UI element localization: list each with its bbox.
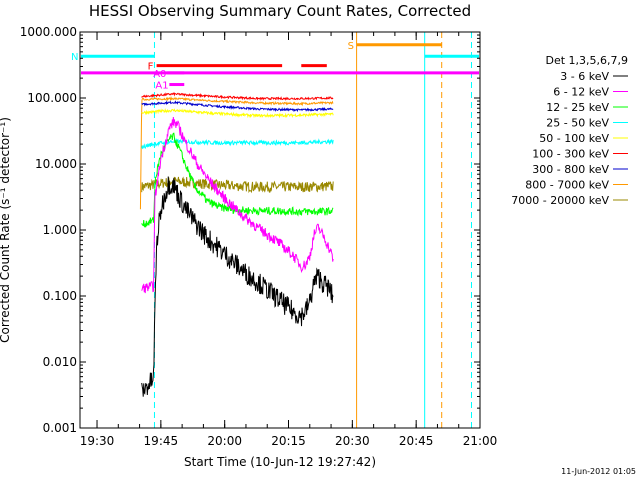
legend-entry-label: 25 - 50 keV [546, 117, 609, 130]
plot-frame [79, 31, 481, 429]
series-line-4 [141, 108, 334, 119]
x-axis-label: Start Time (10-Jun-12 19:27:42) [184, 455, 376, 469]
y-tick-label: 1000.000 [20, 25, 77, 39]
y-axis: 0.001 0.010 0.100 1.000 10.000 100.000 1000.00… [20, 25, 480, 435]
x-tick-label: 20:30 [335, 434, 370, 448]
chart-title: HESSI Observing Summary Count Rates, Cor… [89, 2, 471, 20]
y-tick-label: 0.010 [43, 355, 77, 369]
series-line-6 [141, 100, 334, 113]
series-line-2 [141, 132, 334, 228]
flag-label: F [148, 62, 154, 73]
series-line-0 [141, 176, 334, 397]
legend: Det 1,3,5,6,7,9 3 - 6 keV 6 - 12 keV 12 - … [511, 54, 628, 207]
y-tick-label: 0.100 [43, 289, 77, 303]
x-tick-label: 21:00 [463, 434, 498, 448]
y-tick-label: 100.000 [27, 91, 77, 105]
x-axis: 19:30 19:45 20:00 20:15 20:30 20:45 21:00 [80, 32, 498, 448]
y-tick-label: 0.001 [43, 421, 77, 435]
legend-entry-label: 12 - 25 keV [546, 101, 609, 114]
legend-entry-label: 7000 - 20000 keV [511, 194, 609, 207]
x-tick-label: 20:15 [271, 434, 306, 448]
legend-entry-label: 300 - 800 keV [532, 163, 609, 176]
legend-entry-label: 50 - 100 keV [539, 132, 609, 145]
y-axis-label: Corrected Count Rate (s⁻¹ detector⁻¹) [0, 117, 12, 343]
legend-entry-label: 3 - 6 keV [560, 70, 609, 83]
x-tick-label: 20:00 [207, 434, 242, 448]
x-tick-label: 19:30 [80, 434, 115, 448]
legend-entry-label: 100 - 300 keV [532, 148, 609, 161]
flag-label: N [71, 52, 78, 63]
date-stamp: 11-Jun-2012 01:05 [561, 467, 636, 476]
flag-label: A1 [155, 81, 168, 92]
legend-entry-label: 6 - 12 keV [553, 86, 609, 99]
x-tick-label: 20:45 [399, 434, 434, 448]
series-line-5 [141, 91, 334, 101]
flag-label: S [348, 41, 354, 52]
series-line-7 [139, 95, 334, 210]
legend-entry-label: 800 - 7000 keV [525, 179, 609, 192]
y-tick-label: 10.000 [35, 157, 77, 171]
series-line-1 [141, 116, 334, 294]
x-tick-label: 19:45 [144, 434, 179, 448]
series-line-8 [141, 176, 334, 194]
legend-title: Det 1,3,5,6,7,9 [545, 54, 628, 67]
series-line-3 [141, 137, 334, 150]
flag-label: A0 [153, 69, 166, 80]
y-tick-label: 1.000 [43, 223, 77, 237]
